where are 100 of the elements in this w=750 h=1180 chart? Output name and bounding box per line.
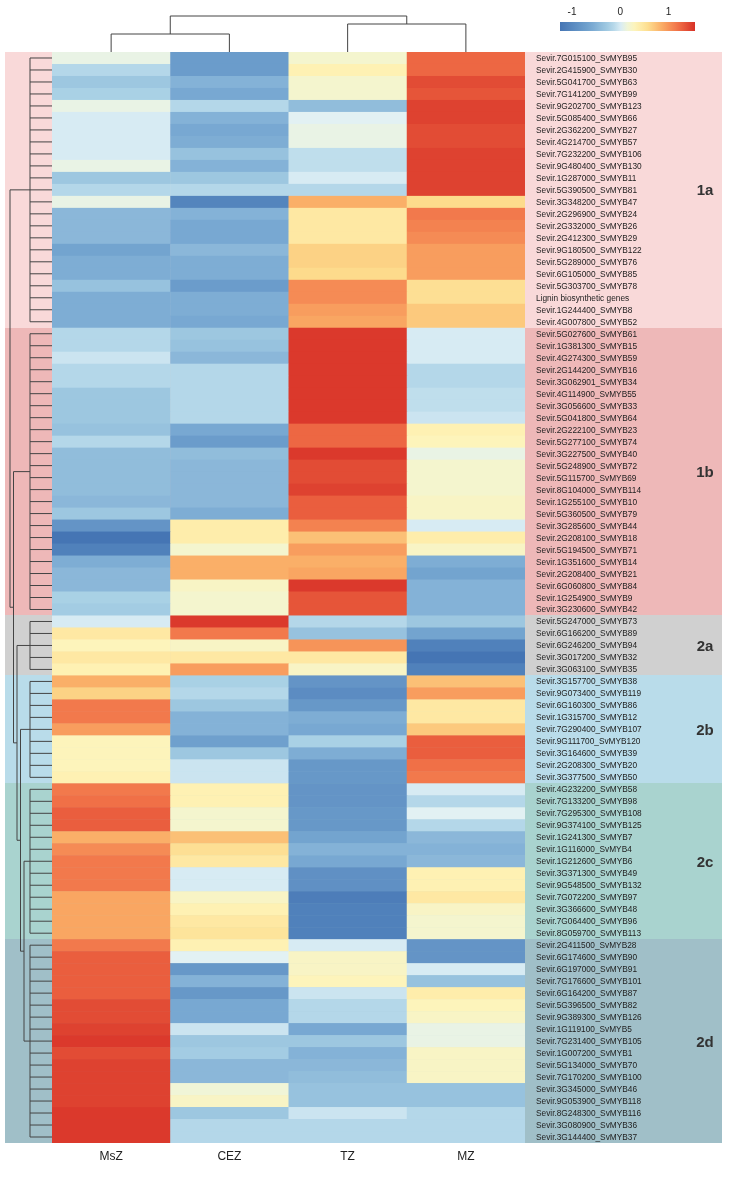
- x-tick-label: MsZ: [99, 1148, 123, 1163]
- band-label: 2c: [688, 846, 722, 877]
- band-label: 2a: [688, 630, 722, 661]
- y-tick-label: Sevir.4G114900_SvMYB55: [536, 388, 637, 399]
- y-tick-label: Sevir.7G295300_SvMYB108: [536, 808, 643, 819]
- y-tick-label: Sevir.1G287000_SvMYB11: [536, 172, 637, 183]
- x-tick-label: CEZ: [217, 1148, 242, 1163]
- y-tick-label: Sevir.9G180500_SvMYB122: [536, 244, 643, 255]
- y-tick-label: Sevir.1G255100_SvMYB10: [536, 496, 638, 507]
- y-tick-label: Sevir.6G174600_SvMYB90: [536, 952, 638, 963]
- y-tick-label: Sevir.2G144200_SvMYB16: [536, 364, 638, 375]
- y-tick-label: Sevir.5G247000_SvMYB73: [536, 616, 638, 627]
- y-tick-label: Sevir.5G289000_SvMYB76: [536, 256, 638, 267]
- y-tick-label: Sevir.4G214700_SvMYB57: [536, 136, 638, 147]
- y-tick-label: Sevir.4G232200_SvMYB58: [536, 784, 638, 795]
- y-tick-label: Sevir.2G411500_SvMYB28: [536, 940, 637, 951]
- y-tick-label: Sevir.5G390500_SvMYB81: [536, 184, 638, 195]
- y-tick-label: Sevir.3G227500_SvMYB40: [536, 448, 638, 459]
- x-tick-label: MZ: [457, 1148, 475, 1163]
- y-tick-label: Sevir.9G389300_SvMYB126: [536, 1012, 643, 1023]
- y-tick-label: Sevir.7G170200_SvMYB100: [536, 1072, 643, 1083]
- y-tick-label: Sevir.3G017200_SvMYB32: [536, 652, 638, 663]
- y-tick-label: Sevir.3G056600_SvMYB33: [536, 400, 638, 411]
- y-tick-label: Sevir.3G345000_SvMYB46: [536, 1084, 638, 1095]
- y-tick-label: Sevir.5G248900_SvMYB72: [536, 460, 638, 471]
- y-tick-label: Sevir.9G202700_SvMYB123: [536, 100, 643, 111]
- y-tick-label: Sevir.1G007200_SvMYB1: [536, 1048, 633, 1059]
- band-label: 2d: [688, 1026, 722, 1057]
- y-tick-label: Sevir.5G041800_SvMYB64: [536, 412, 638, 423]
- y-tick-label: Sevir.9G374100_SvMYB125: [536, 820, 643, 831]
- y-tick-label: Sevir.5G134000_SvMYB70: [536, 1060, 638, 1071]
- y-tick-label: Sevir.5G027600_SvMYB61: [536, 328, 638, 339]
- y-tick-label: Sevir.9G053900_SvMYB118: [536, 1096, 642, 1107]
- y-tick-label: Sevir.9G111700_SvMYB120: [536, 736, 641, 747]
- y-tick-label: Sevir.4G274300_SvMYB59: [536, 352, 638, 363]
- y-tick-label: Sevir.5G041700_SvMYB63: [536, 76, 638, 87]
- band-label: 2b: [688, 714, 722, 745]
- y-tick-label: Sevir.3G371300_SvMYB49: [536, 868, 638, 879]
- y-tick-label: Sevir.6G160300_SvMYB86: [536, 700, 638, 711]
- y-tick-label: Sevir.1G315700_SvMYB12: [536, 712, 638, 723]
- y-tick-label: Sevir.8G059700_SvMYB113: [536, 928, 642, 939]
- y-tick-label: Sevir.3G377500_SvMYB50: [536, 772, 638, 783]
- y-tick-label: Sevir.7G232200_SvMYB106: [536, 148, 643, 159]
- y-tick-label: Sevir.1G351600_SvMYB14: [536, 556, 638, 567]
- y-tick-label: Sevir.9G480400_SvMYB130: [536, 160, 643, 171]
- y-tick-label: Sevir.2G412300_SvMYB29: [536, 232, 638, 243]
- y-tick-label: Sevir.6G164200_SvMYB87: [536, 988, 638, 999]
- y-tick-label: Sevir.1G116000_SvMYB4: [536, 844, 633, 855]
- y-tick-label: Sevir.5G303700_SvMYB78: [536, 280, 638, 291]
- y-tick-label: Sevir.8G248300_SvMYB116: [536, 1108, 642, 1119]
- y-tick-label: Sevir.6G197000_SvMYB91: [536, 964, 638, 975]
- y-tick-label: Sevir.7G133200_SvMYB98: [536, 796, 638, 807]
- y-tick-label: Sevir.7G290400_SvMYB107: [536, 724, 643, 735]
- y-tick-label: Sevir.2G415900_SvMYB30: [536, 64, 638, 75]
- y-tick-label: Sevir.1G244400_SvMYB8: [536, 304, 633, 315]
- y-tick-label: Sevir.2G208400_SvMYB21: [536, 568, 638, 579]
- y-tick-label: Sevir.5G360500_SvMYB79: [536, 508, 638, 519]
- y-tick-label: Sevir.7G231400_SvMYB105: [536, 1036, 643, 1047]
- y-tick-label: Sevir.9G548500_SvMYB132: [536, 880, 643, 891]
- y-tick-label: Sevir.5G277100_SvMYB74: [536, 436, 638, 447]
- y-tick-label: Sevir.2G362200_SvMYB27: [536, 124, 638, 135]
- y-tick-label: Sevir.3G164600_SvMYB39: [536, 748, 638, 759]
- band-label: 1b: [688, 456, 722, 487]
- y-tick-label: Sevir.6G105000_SvMYB85: [536, 268, 638, 279]
- y-tick-label: Sevir.2G296900_SvMYB24: [536, 208, 638, 219]
- color-bar-label: -1: [566, 6, 578, 17]
- y-tick-label: Sevir.1G254900_SvMYB9: [536, 592, 633, 603]
- y-tick-label: Sevir.5G115700_SvMYB69: [536, 472, 637, 483]
- y-tick-label: Sevir.7G176600_SvMYB101: [536, 976, 643, 987]
- y-tick-label: Sevir.1G381300_SvMYB15: [536, 340, 638, 351]
- y-tick-label: Sevir.3G062901_SvMYB34: [536, 376, 638, 387]
- y-tick-label: Sevir.3G285600_SvMYB44: [536, 520, 638, 531]
- y-tick-label: Sevir.7G072200_SvMYB97: [536, 892, 638, 903]
- band-label: 1a: [688, 174, 722, 205]
- y-tick-label: Lignin biosynthetic genes: [536, 292, 630, 303]
- y-tick-label: Sevir.3G144400_SvMYB37: [536, 1132, 638, 1143]
- y-tick-label: Sevir.2G222100_SvMYB23: [536, 424, 638, 435]
- y-tick-label: Sevir.6G060800_SvMYB84: [536, 580, 638, 591]
- y-tick-label: Sevir.3G348200_SvMYB47: [536, 196, 638, 207]
- y-tick-label: Sevir.6G246200_SvMYB94: [536, 640, 638, 651]
- y-tick-label: Sevir.3G080900_SvMYB36: [536, 1120, 638, 1131]
- y-tick-label: Sevir.1G119100_SvMYB5: [536, 1024, 633, 1035]
- y-tick-label: Sevir.7G141200_SvMYB99: [536, 88, 638, 99]
- y-tick-label: Sevir.3G230600_SvMYB42: [536, 604, 638, 615]
- y-tick-label: Sevir.5G396500_SvMYB82: [536, 1000, 638, 1011]
- y-tick-label: Sevir.5G085400_SvMYB66: [536, 112, 638, 123]
- color-bar-label: 0: [616, 6, 625, 17]
- color-bar-label: 1: [664, 6, 673, 17]
- y-tick-label: Sevir.3G157700_SvMYB38: [536, 676, 638, 687]
- y-tick-label: Sevir.4G007800_SvMYB52: [536, 316, 638, 327]
- y-tick-label: Sevir.5G194500_SvMYB71: [536, 544, 638, 555]
- y-tick-label: Sevir.2G332000_SvMYB26: [536, 220, 638, 231]
- y-tick-label: Sevir.1G241300_SvMYB7: [536, 832, 633, 843]
- y-tick-label: Sevir.7G064400_SvMYB96: [536, 916, 638, 927]
- y-tick-label: Sevir.6G166200_SvMYB89: [536, 628, 638, 639]
- y-tick-label: Sevir.9G073400_SvMYB119: [536, 688, 642, 699]
- y-tick-label: Sevir.8G104000_SvMYB114: [536, 484, 642, 495]
- y-tick-label: Sevir.2G208300_SvMYB20: [536, 760, 638, 771]
- y-tick-label: Sevir.2G208100_SvMYB18: [536, 532, 638, 543]
- y-tick-label: Sevir.7G015100_SvMYB95: [536, 52, 638, 63]
